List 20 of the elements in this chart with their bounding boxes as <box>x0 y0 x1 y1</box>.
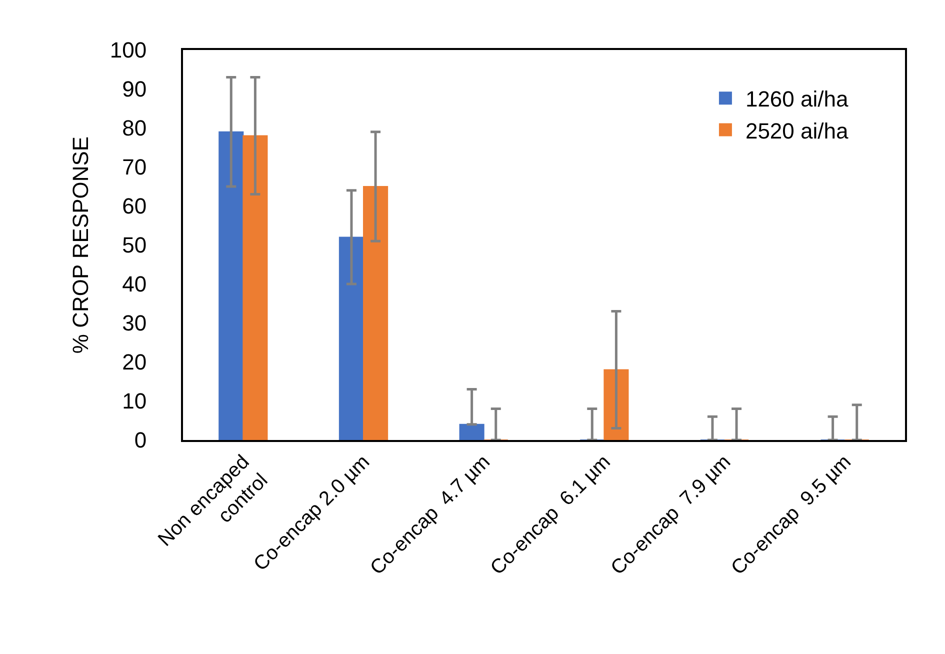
y-axis-title: % CROP RESPONSE <box>68 136 94 354</box>
bar <box>338 236 364 440</box>
y-tick-label: 10 <box>122 388 147 414</box>
y-tick-label: 70 <box>122 154 147 180</box>
y-tick-label: 90 <box>122 76 147 102</box>
y-tick-label: 60 <box>122 194 147 219</box>
bar <box>459 424 484 440</box>
bar <box>604 369 629 440</box>
bar <box>242 135 268 440</box>
y-tick-label: 100 <box>110 38 147 63</box>
y-tick-label: 40 <box>122 272 147 297</box>
legend-label: 2520 ai/ha <box>745 118 849 144</box>
y-tick-label: 30 <box>122 310 147 336</box>
y-tick-label: 80 <box>122 116 147 141</box>
y-tick-label: 0 <box>134 428 147 453</box>
y-tick-label: 50 <box>122 232 147 258</box>
y-tick-label: 20 <box>122 350 147 375</box>
legend-label: 1260 ai/ha <box>745 86 849 112</box>
bar <box>218 131 244 440</box>
bar <box>363 186 388 440</box>
